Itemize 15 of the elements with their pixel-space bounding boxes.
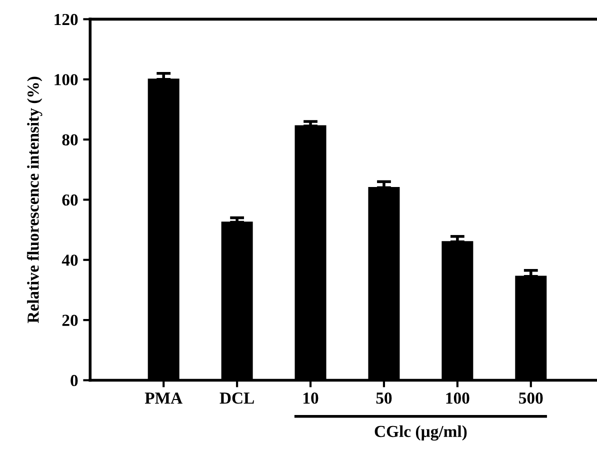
y-axis-title: Relative fluorescence intensity (%) <box>26 76 42 324</box>
y-tick-label: 0 <box>70 374 78 386</box>
x-tick-label: 50 <box>376 392 392 404</box>
y-tick-label: 100 <box>54 74 78 86</box>
x-tick-label: 100 <box>446 392 470 404</box>
x-tick-label: DCL <box>220 392 254 404</box>
x-tick-label: PMA <box>144 392 182 404</box>
y-tick-label: 20 <box>62 314 78 326</box>
y-tick-label: 60 <box>62 194 78 206</box>
y-tick-label: 40 <box>62 254 78 266</box>
x-tick-label: 10 <box>304 392 318 404</box>
x-axis-title: CGlc (µg/ml) <box>374 425 467 441</box>
y-tick-label: 120 <box>54 14 78 26</box>
x-tick-label: 500 <box>519 392 543 404</box>
y-tick-label: 80 <box>62 134 78 146</box>
